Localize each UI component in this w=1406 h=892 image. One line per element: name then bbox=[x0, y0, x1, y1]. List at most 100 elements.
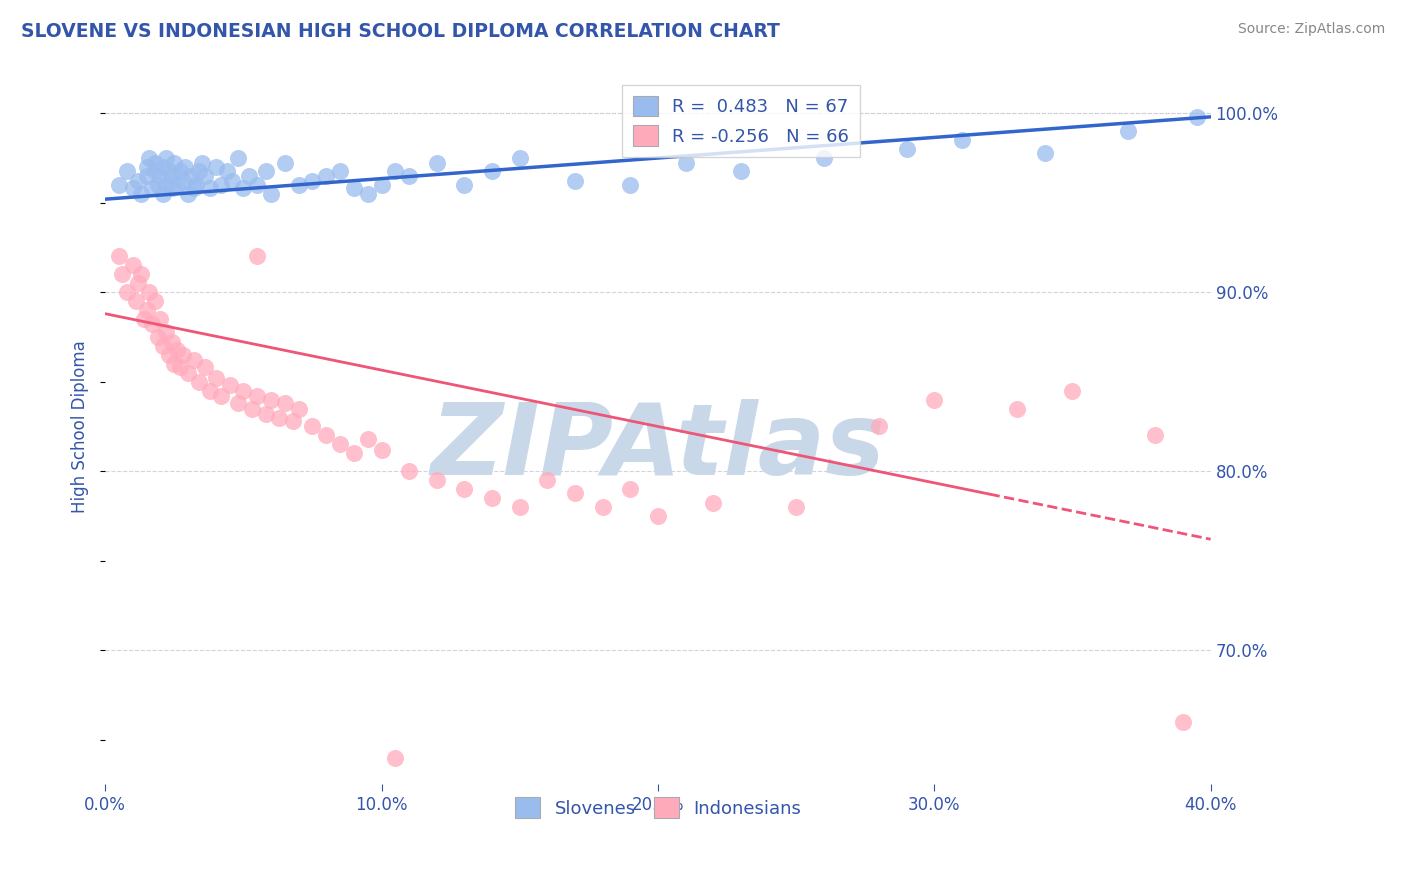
Point bbox=[329, 163, 352, 178]
Point bbox=[108, 249, 131, 263]
Point bbox=[647, 508, 669, 523]
Point bbox=[129, 268, 152, 282]
Point bbox=[315, 428, 337, 442]
Point bbox=[183, 353, 205, 368]
Point bbox=[329, 437, 352, 451]
Point bbox=[232, 384, 254, 398]
Point bbox=[127, 174, 149, 188]
Point bbox=[238, 169, 260, 183]
Point bbox=[152, 339, 174, 353]
Point bbox=[209, 389, 232, 403]
Point bbox=[127, 277, 149, 291]
Point bbox=[254, 163, 277, 178]
Point bbox=[135, 303, 157, 318]
Point bbox=[194, 169, 217, 183]
Point bbox=[143, 163, 166, 178]
Point bbox=[274, 156, 297, 170]
Point bbox=[157, 348, 180, 362]
Point bbox=[155, 151, 177, 165]
Point bbox=[177, 186, 200, 201]
Point bbox=[218, 378, 240, 392]
Point bbox=[169, 163, 191, 178]
Point bbox=[124, 294, 146, 309]
Point bbox=[675, 156, 697, 170]
Point bbox=[281, 414, 304, 428]
Point bbox=[180, 169, 202, 183]
Text: SLOVENE VS INDONESIAN HIGH SCHOOL DIPLOMA CORRELATION CHART: SLOVENE VS INDONESIAN HIGH SCHOOL DIPLOM… bbox=[21, 22, 780, 41]
Point bbox=[426, 473, 449, 487]
Point bbox=[152, 160, 174, 174]
Point bbox=[169, 360, 191, 375]
Point bbox=[209, 178, 232, 192]
Point bbox=[1185, 110, 1208, 124]
Point bbox=[509, 500, 531, 514]
Point bbox=[1144, 428, 1167, 442]
Point bbox=[232, 181, 254, 195]
Point bbox=[370, 442, 392, 457]
Point bbox=[868, 419, 890, 434]
Point bbox=[357, 432, 380, 446]
Point bbox=[155, 325, 177, 339]
Point bbox=[135, 160, 157, 174]
Point bbox=[301, 419, 323, 434]
Point bbox=[896, 142, 918, 156]
Point bbox=[188, 163, 211, 178]
Point bbox=[166, 178, 188, 192]
Point bbox=[121, 259, 143, 273]
Point bbox=[1062, 384, 1084, 398]
Legend: Slovenes, Indonesians: Slovenes, Indonesians bbox=[508, 790, 808, 825]
Point bbox=[924, 392, 946, 407]
Point bbox=[1116, 124, 1139, 138]
Point bbox=[194, 360, 217, 375]
Point bbox=[146, 330, 169, 344]
Point bbox=[785, 500, 807, 514]
Point bbox=[132, 312, 155, 326]
Point bbox=[1033, 145, 1056, 160]
Point bbox=[287, 178, 309, 192]
Point bbox=[240, 401, 263, 416]
Point bbox=[950, 133, 973, 147]
Point bbox=[343, 181, 366, 195]
Point bbox=[138, 151, 160, 165]
Point bbox=[370, 178, 392, 192]
Point bbox=[111, 268, 134, 282]
Point bbox=[143, 156, 166, 170]
Point bbox=[1005, 401, 1028, 416]
Point bbox=[160, 181, 183, 195]
Point bbox=[149, 169, 172, 183]
Point bbox=[564, 174, 586, 188]
Point bbox=[121, 181, 143, 195]
Point bbox=[183, 181, 205, 195]
Point bbox=[108, 178, 131, 192]
Point bbox=[619, 482, 641, 496]
Point bbox=[343, 446, 366, 460]
Point bbox=[509, 151, 531, 165]
Point bbox=[269, 410, 291, 425]
Point bbox=[157, 163, 180, 178]
Point bbox=[536, 473, 558, 487]
Point bbox=[141, 181, 163, 195]
Point bbox=[155, 178, 177, 192]
Point bbox=[146, 178, 169, 192]
Point bbox=[152, 186, 174, 201]
Point bbox=[172, 348, 194, 362]
Point bbox=[453, 482, 475, 496]
Point bbox=[592, 500, 614, 514]
Point bbox=[191, 156, 214, 170]
Point bbox=[730, 163, 752, 178]
Point bbox=[215, 163, 238, 178]
Point bbox=[315, 169, 337, 183]
Point bbox=[246, 249, 269, 263]
Point bbox=[813, 151, 835, 165]
Point bbox=[398, 169, 420, 183]
Point bbox=[143, 294, 166, 309]
Point bbox=[226, 396, 249, 410]
Point bbox=[398, 464, 420, 478]
Point bbox=[226, 151, 249, 165]
Point bbox=[287, 401, 309, 416]
Point bbox=[564, 485, 586, 500]
Point bbox=[163, 156, 186, 170]
Point bbox=[141, 318, 163, 332]
Point bbox=[177, 366, 200, 380]
Point bbox=[384, 163, 406, 178]
